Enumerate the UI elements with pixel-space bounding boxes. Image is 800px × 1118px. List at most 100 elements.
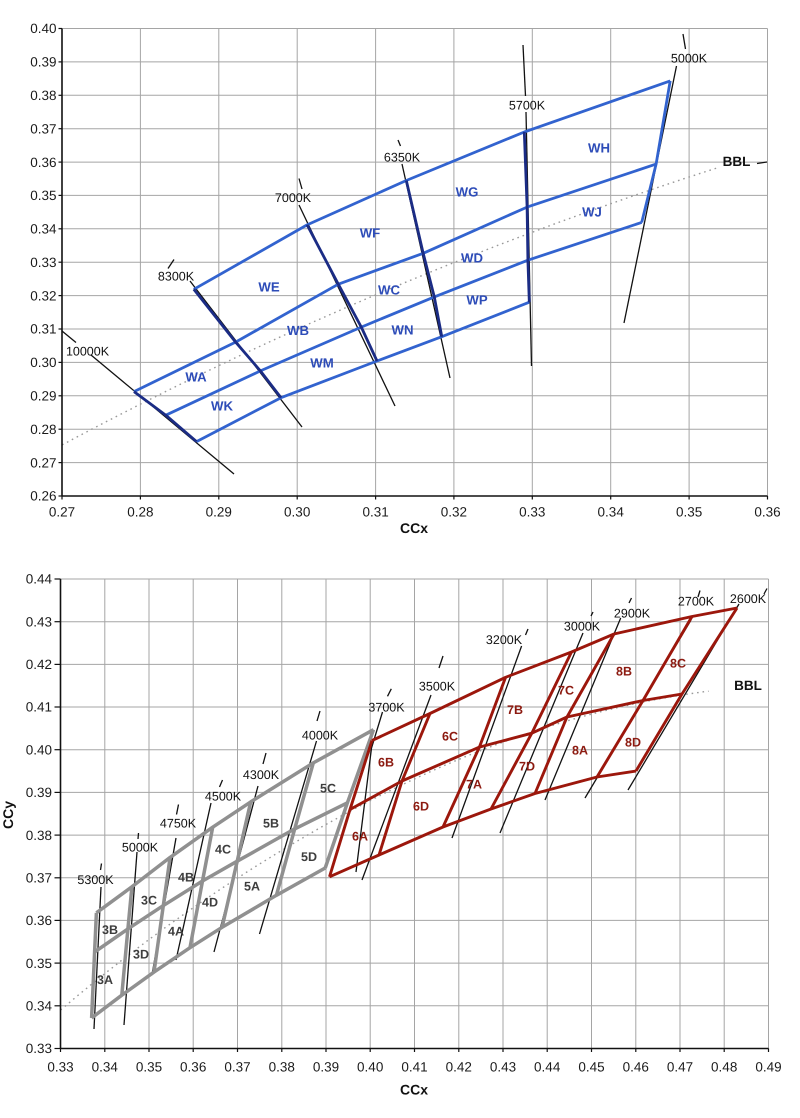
svg-text:2600K: 2600K (730, 592, 767, 606)
svg-text:3A: 3A (97, 973, 113, 987)
svg-text:WG: WG (456, 185, 479, 200)
svg-text:8D: 8D (625, 736, 641, 750)
svg-text:5B: 5B (263, 817, 279, 831)
svg-text:0.44: 0.44 (534, 1060, 561, 1075)
svg-text:5000K: 5000K (122, 841, 159, 855)
svg-text:6B: 6B (378, 756, 394, 770)
svg-text:0.33: 0.33 (47, 1060, 73, 1075)
svg-text:0.37: 0.37 (224, 1060, 250, 1075)
svg-text:0.32: 0.32 (441, 505, 467, 520)
svg-text:10000K: 10000K (66, 345, 110, 359)
svg-text:3D: 3D (133, 948, 149, 962)
svg-text:0.38: 0.38 (30, 88, 56, 103)
svg-text:3B: 3B (102, 923, 118, 937)
svg-text:0.36: 0.36 (30, 155, 56, 170)
svg-text:7B: 7B (507, 703, 523, 717)
svg-text:4750K: 4750K (160, 817, 197, 831)
svg-text:5D: 5D (301, 850, 317, 864)
svg-text:0.26: 0.26 (30, 489, 56, 504)
svg-text:0.28: 0.28 (127, 505, 153, 520)
svg-text:0.32: 0.32 (30, 288, 56, 303)
svg-text:0.39: 0.39 (30, 55, 56, 70)
svg-text:8300K: 8300K (158, 270, 195, 284)
svg-text:WA: WA (185, 370, 207, 385)
svg-text:BBL: BBL (734, 678, 762, 693)
svg-text:0.40: 0.40 (30, 21, 56, 36)
svg-text:8B: 8B (616, 665, 632, 679)
svg-text:0.42: 0.42 (446, 1060, 472, 1075)
svg-text:6A: 6A (352, 830, 368, 844)
svg-text:WH: WH (588, 141, 610, 156)
svg-text:4A: 4A (168, 925, 184, 939)
svg-text:0.30: 0.30 (284, 505, 310, 520)
svg-text:0.41: 0.41 (401, 1060, 427, 1075)
svg-text:WC: WC (378, 283, 400, 298)
svg-text:0.47: 0.47 (667, 1060, 693, 1075)
svg-text:4D: 4D (202, 896, 218, 910)
svg-text:4500K: 4500K (205, 790, 242, 804)
svg-text:0.41: 0.41 (26, 700, 52, 715)
svg-text:6C: 6C (442, 730, 458, 744)
svg-text:0.36: 0.36 (26, 913, 52, 928)
svg-text:0.35: 0.35 (30, 188, 56, 203)
svg-text:0.43: 0.43 (26, 614, 52, 629)
svg-text:0.40: 0.40 (357, 1060, 383, 1075)
svg-text:0.49: 0.49 (755, 1060, 781, 1075)
svg-text:0.48: 0.48 (711, 1060, 737, 1075)
svg-text:5700K: 5700K (509, 99, 546, 113)
svg-text:3500K: 3500K (419, 680, 456, 694)
svg-text:0.29: 0.29 (30, 389, 56, 404)
svg-text:7A: 7A (466, 778, 482, 792)
svg-text:4300K: 4300K (243, 768, 280, 782)
svg-text:8C: 8C (670, 657, 686, 671)
svg-text:0.40: 0.40 (26, 742, 52, 757)
svg-text:0.34: 0.34 (92, 1060, 119, 1075)
svg-text:0.35: 0.35 (676, 505, 702, 520)
svg-text:2700K: 2700K (678, 595, 715, 609)
svg-text:0.33: 0.33 (519, 505, 545, 520)
svg-text:0.42: 0.42 (26, 657, 52, 672)
svg-text:7C: 7C (558, 684, 574, 698)
svg-text:0.37: 0.37 (30, 121, 56, 136)
svg-text:WK: WK (211, 399, 233, 414)
svg-text:5A: 5A (244, 880, 260, 894)
svg-text:0.38: 0.38 (269, 1060, 295, 1075)
svg-text:0.27: 0.27 (30, 455, 56, 470)
svg-text:5000K: 5000K (671, 52, 708, 66)
svg-text:0.33: 0.33 (26, 1041, 52, 1056)
svg-text:0.44: 0.44 (26, 572, 53, 587)
svg-text:0.30: 0.30 (30, 355, 56, 370)
svg-text:0.34: 0.34 (598, 505, 625, 520)
svg-text:5300K: 5300K (77, 873, 114, 887)
svg-text:3200K: 3200K (486, 633, 523, 647)
svg-text:0.35: 0.35 (26, 956, 52, 971)
svg-text:CCy: CCy (0, 801, 16, 829)
svg-text:BBL: BBL (723, 154, 751, 169)
svg-text:6D: 6D (413, 800, 429, 814)
svg-text:4B: 4B (178, 871, 194, 885)
svg-text:0.31: 0.31 (30, 322, 56, 337)
svg-text:0.34: 0.34 (30, 222, 57, 237)
svg-text:WN: WN (392, 323, 414, 338)
svg-text:WD: WD (461, 251, 483, 266)
svg-text:0.45: 0.45 (578, 1060, 604, 1075)
svg-text:WF: WF (360, 226, 381, 241)
svg-text:0.46: 0.46 (623, 1060, 649, 1075)
svg-text:8A: 8A (572, 744, 588, 758)
svg-text:0.33: 0.33 (30, 255, 56, 270)
svg-text:CCx: CCx (400, 520, 428, 536)
svg-text:WM: WM (310, 356, 333, 371)
svg-text:WE: WE (258, 280, 279, 295)
svg-text:6350K: 6350K (384, 151, 421, 165)
svg-text:7D: 7D (519, 760, 535, 774)
svg-text:0.39: 0.39 (313, 1060, 339, 1075)
svg-text:0.39: 0.39 (26, 785, 52, 800)
svg-text:0.35: 0.35 (136, 1060, 162, 1075)
svg-text:0.36: 0.36 (180, 1060, 206, 1075)
svg-text:0.29: 0.29 (206, 505, 232, 520)
svg-text:0.27: 0.27 (49, 505, 75, 520)
svg-text:4000K: 4000K (302, 729, 339, 743)
svg-text:2900K: 2900K (614, 607, 651, 621)
svg-text:0.31: 0.31 (362, 505, 388, 520)
svg-text:4C: 4C (215, 843, 231, 857)
